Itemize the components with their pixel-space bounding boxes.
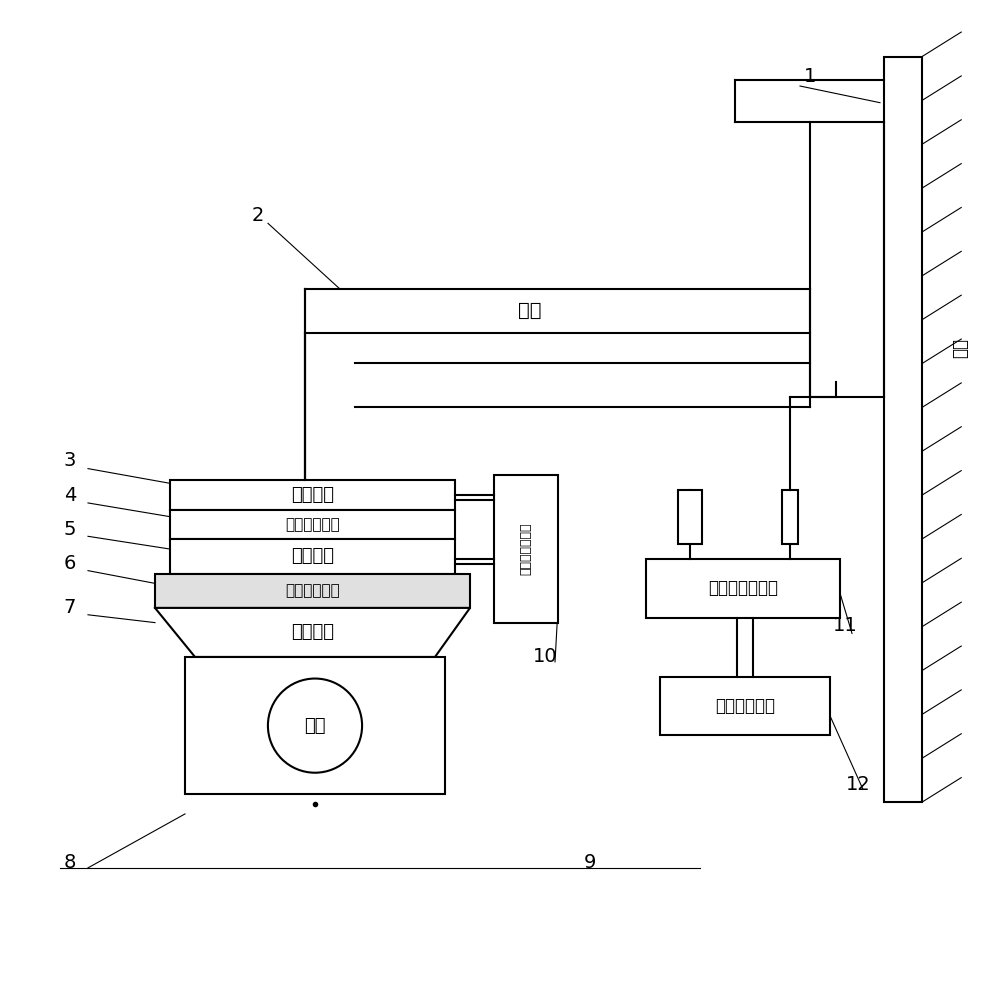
Text: 下静压箱: 下静压箱 (291, 623, 334, 641)
Text: 2: 2 (252, 206, 264, 225)
FancyBboxPatch shape (678, 490, 701, 544)
FancyBboxPatch shape (494, 475, 558, 623)
Text: 窗口: 窗口 (951, 338, 969, 358)
Text: 8: 8 (64, 853, 77, 872)
FancyBboxPatch shape (782, 490, 798, 544)
FancyBboxPatch shape (155, 574, 470, 608)
FancyBboxPatch shape (170, 539, 455, 574)
Text: 7: 7 (64, 598, 77, 617)
Text: 可编辑控制器: 可编辑控制器 (715, 697, 775, 715)
Text: 11: 11 (833, 616, 857, 635)
Text: 9: 9 (584, 853, 596, 872)
Text: 5: 5 (64, 520, 77, 539)
Text: 风机: 风机 (304, 717, 326, 735)
Text: 窗户压差变送器: 窗户压差变送器 (708, 579, 778, 597)
Text: 4: 4 (64, 486, 77, 505)
Text: 6: 6 (64, 554, 77, 573)
FancyBboxPatch shape (884, 57, 922, 802)
Text: 上静压箱: 上静压箱 (291, 486, 334, 504)
Text: 1: 1 (803, 67, 816, 86)
FancyBboxPatch shape (170, 480, 455, 510)
FancyBboxPatch shape (660, 677, 830, 735)
Text: 3: 3 (64, 451, 77, 470)
FancyBboxPatch shape (185, 657, 445, 794)
Text: 10: 10 (533, 647, 557, 666)
Text: 中静压箱: 中静压箱 (291, 547, 334, 565)
Polygon shape (155, 608, 470, 657)
Text: 风管: 风管 (518, 301, 542, 320)
Text: 12: 12 (846, 775, 870, 794)
Text: 高效过滤滤芯: 高效过滤滤芯 (285, 517, 339, 532)
Text: 滤芯压差变送器: 滤芯压差变送器 (520, 523, 533, 575)
Text: 粗效过滤滤芯: 粗效过滤滤芯 (285, 583, 339, 598)
FancyBboxPatch shape (170, 510, 455, 539)
FancyBboxPatch shape (646, 559, 840, 618)
